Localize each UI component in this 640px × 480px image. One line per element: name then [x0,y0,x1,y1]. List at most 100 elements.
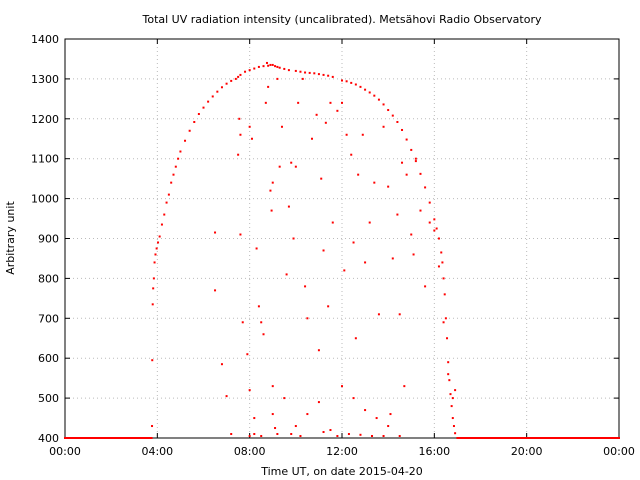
data-point [368,221,371,224]
data-point [454,389,457,392]
data-point [248,389,251,392]
data-point [276,65,279,68]
x-axis-label: Time UT, on date 2015-04-20 [260,465,423,478]
data-point [257,305,260,308]
data-point [310,137,313,140]
data-point [449,393,452,396]
data-point [225,395,228,398]
y-axis-label: Arbitrary unit [4,201,17,275]
data-point [155,247,158,250]
data-point [262,65,265,68]
data-point [401,128,404,131]
data-point [304,71,307,74]
data-point [244,70,247,73]
data-point [184,139,187,142]
data-point [207,100,210,103]
data-point [211,95,214,98]
data-point [341,101,343,104]
data-point [447,361,450,364]
data-point [454,432,457,435]
y-tick-label: 1300 [31,73,59,86]
data-point [341,385,343,388]
grid [65,39,619,438]
x-tick-label: 00:00 [603,445,635,458]
data-point [271,63,274,66]
data-point [424,186,427,189]
data-point [331,75,334,78]
data-point [354,337,357,340]
data-point [419,209,422,212]
data-point [301,77,304,80]
data-point [248,435,251,438]
data-point [292,237,295,240]
data-point [446,337,449,340]
data-point [167,193,170,196]
data-point [157,241,160,244]
data-point [253,433,256,436]
data-point [238,117,241,120]
data-point [294,165,297,168]
data-point [262,333,265,336]
data-point [239,73,242,76]
data-point [320,177,323,180]
data-point [216,90,219,93]
data-point [352,397,355,400]
data-point [324,121,327,124]
data-point [274,427,277,430]
data-point [170,181,173,184]
data-point [364,88,367,91]
y-tick-label: 800 [38,272,59,285]
data-point [387,109,390,112]
data-point [444,317,447,320]
data-point [317,401,320,404]
data-point [151,425,154,428]
data-point [308,71,311,74]
data-point [377,313,380,316]
y-tick-label: 900 [38,233,59,246]
data-point [375,417,378,420]
data-point [290,433,293,436]
y-tick-label: 1400 [31,33,59,46]
data-point [152,277,155,280]
data-point [271,385,274,388]
data-point [269,63,272,66]
data-point [387,425,390,428]
data-point [317,73,320,76]
x-tick-label: 00:00 [49,445,81,458]
data-point [448,379,451,382]
data-point [294,425,297,428]
y-tick-labels: 400 500 600 700 800 900 1000 1100 1200 1300 1400 [31,33,59,445]
data-point [179,150,182,153]
data-point [391,114,394,117]
data-point [274,65,277,68]
x-tick-label: 04:00 [141,445,173,458]
data-point [214,231,217,234]
data-point [248,125,251,128]
data-point [278,165,281,168]
data-point [405,173,408,176]
data-point [294,69,297,72]
data-point [405,138,408,141]
data-point [253,67,256,70]
data-point [414,160,417,163]
data-point [265,61,268,64]
data-point [450,405,453,408]
data-point [345,80,348,83]
data-point [230,79,233,82]
data-point [391,257,394,260]
data-point [225,82,228,85]
x-tick-label: 20:00 [511,445,543,458]
data-point [387,185,390,188]
data-point [401,161,404,164]
data-point [257,65,260,68]
y-tick-label: 400 [38,432,59,445]
data-point [250,137,253,140]
data-point [239,233,242,236]
data-point [437,237,440,240]
data-point [364,409,367,412]
data-point [443,293,446,296]
data-point [441,261,444,264]
data-point [237,75,240,78]
data-point [359,433,362,436]
data-point [322,249,325,252]
